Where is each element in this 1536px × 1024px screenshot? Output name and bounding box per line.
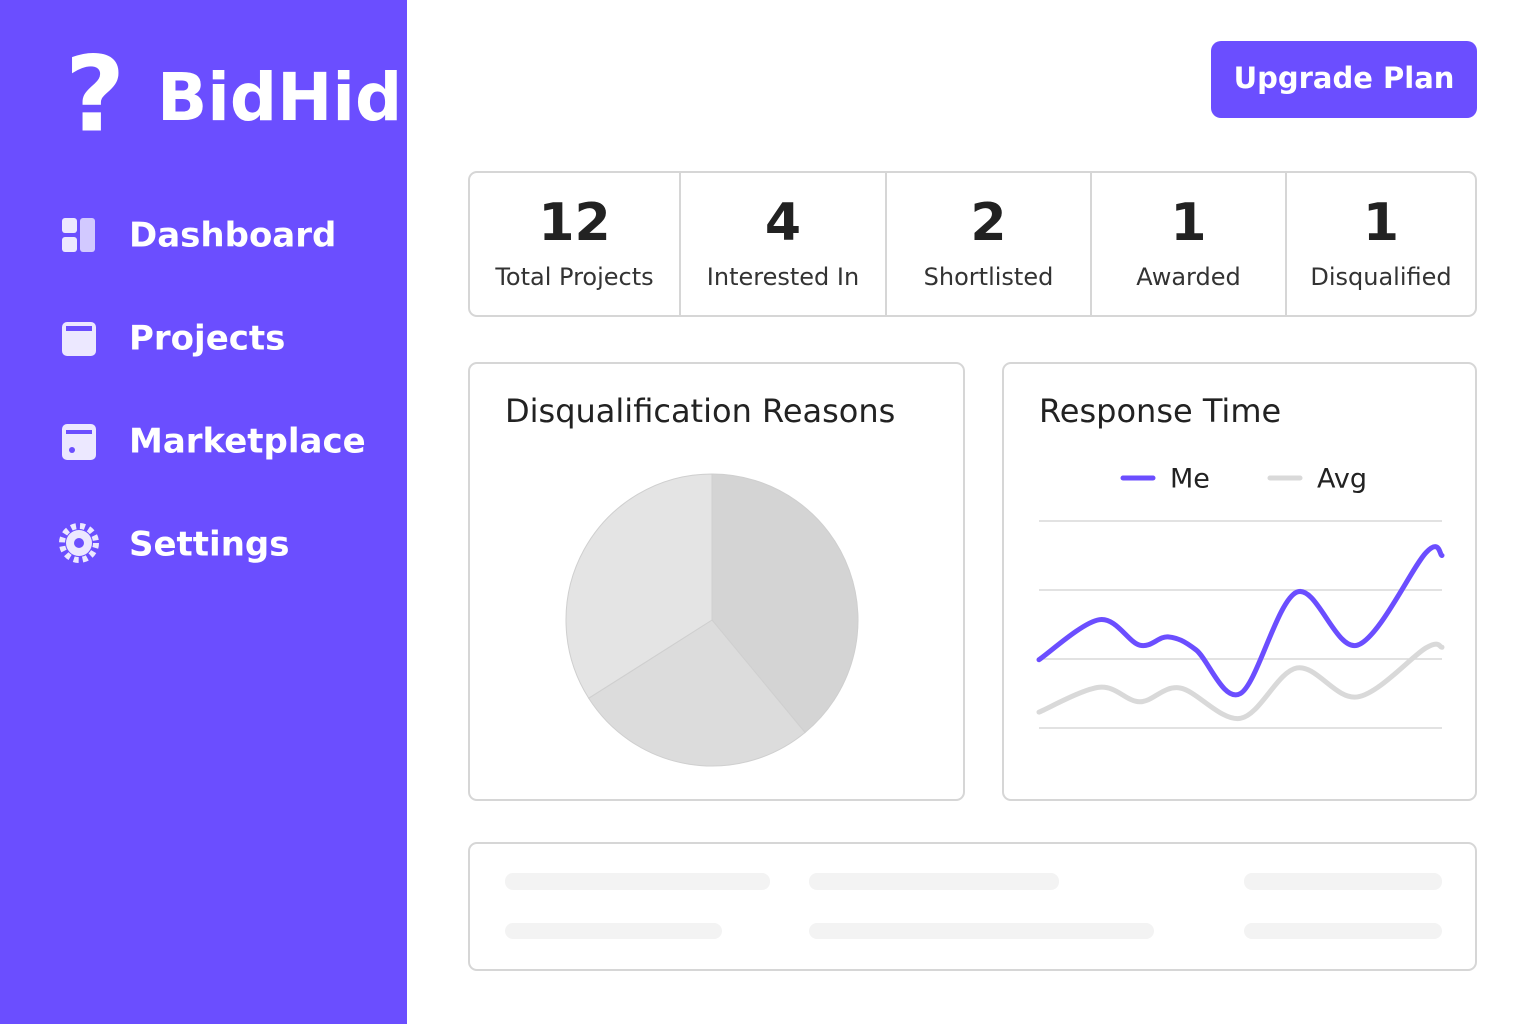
stats-card	[468, 171, 1477, 317]
stat-value: 1	[1170, 193, 1206, 253]
legend-label: Avg	[1317, 464, 1367, 495]
stats: 12 Total Projects 4 Interested In 2 Shortlist…	[494, 173, 1452, 315]
nav-item[interactable]: Dashboard	[129, 216, 336, 256]
line-series	[1036, 641, 1445, 721]
projects-icon-bar	[66, 326, 92, 331]
stat-value: 1	[1363, 193, 1399, 253]
pie-slice	[565, 473, 713, 699]
line-chart: Me Avg	[1036, 464, 1445, 729]
stat-label: Shortlisted	[924, 263, 1054, 291]
settings-icon-teeth	[59, 523, 99, 563]
stat-value: 12	[538, 193, 610, 253]
stat-label: Total Projects	[494, 263, 653, 291]
stat-label: Awarded	[1136, 263, 1240, 291]
table-card	[468, 842, 1477, 971]
upgrade-button-label[interactable]: Upgrade Plan	[1234, 61, 1455, 95]
line-card	[1002, 362, 1477, 801]
stat-value: 4	[765, 193, 801, 253]
skeleton	[505, 923, 722, 939]
upgrade-button[interactable]	[1211, 41, 1477, 118]
skeleton	[1244, 873, 1442, 890]
stat-label: Disqualified	[1310, 263, 1451, 291]
logo-mark: ?	[65, 33, 125, 155]
dashboard-icon	[80, 218, 95, 252]
legend-label: Me	[1170, 464, 1210, 495]
line-title: Response Time	[1039, 392, 1281, 430]
marketplace-icon-bar	[66, 430, 92, 434]
nav-item[interactable]: Settings	[129, 525, 290, 565]
skeleton	[809, 923, 1154, 939]
stat-label: Interested In	[707, 263, 859, 291]
marketplace-icon	[62, 424, 96, 460]
pie-slice	[588, 619, 806, 767]
stat-value: 2	[970, 193, 1006, 253]
dashboard-icon	[62, 218, 77, 233]
dashboard-icon	[62, 237, 77, 252]
skeleton	[1244, 923, 1442, 939]
nav-item[interactable]: Marketplace	[129, 422, 366, 462]
marketplace-icon-dot	[69, 447, 75, 453]
sidebar	[0, 0, 407, 1024]
skeleton	[809, 873, 1059, 890]
settings-icon-hole	[74, 538, 84, 548]
line-series	[1036, 544, 1445, 698]
skeleton	[505, 873, 770, 890]
pie-chart	[565, 473, 859, 767]
logo-name: BidHid	[157, 59, 402, 136]
pie-title: Disqualification Reasons	[505, 392, 895, 430]
nav-item[interactable]: Projects	[129, 319, 285, 359]
nav: Dashboard Projects Marketplace Settings	[129, 216, 366, 565]
pie-slice	[711, 473, 859, 734]
skeleton-rows	[505, 873, 1442, 939]
